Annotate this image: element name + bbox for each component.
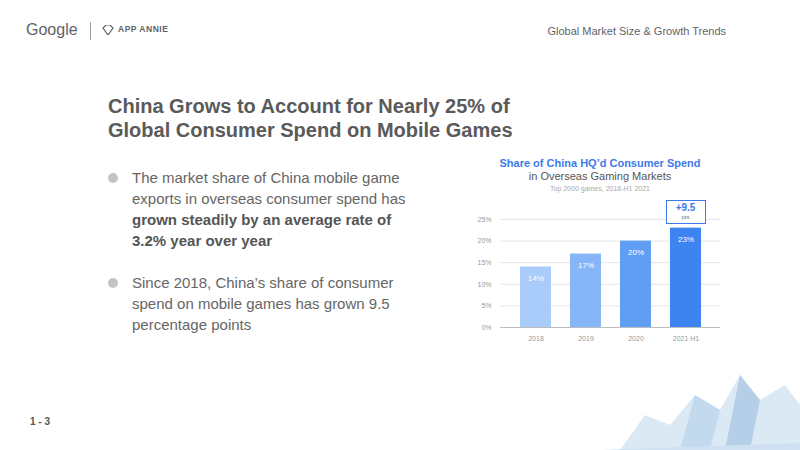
html-text:China Grows to Account for Nea: China Grows to Account for Nearly 25% of…	[108, 95, 513, 141]
html-text:grown steadily by an average r: grown steadily by an average rate of 3.2…	[132, 211, 392, 249]
html-text:Since 2018, China’s share of c: Since 2018, China’s share of consumer sp…	[132, 274, 394, 333]
html-text:Top 2000 games, 2018-H1 2021: Top 2000 games, 2018-H1 2021	[550, 185, 650, 192]
svg-text:2020: 2020	[628, 335, 644, 342]
svg-text:2019: 2019	[578, 335, 594, 342]
html-text:Global Market Size & Growth Tr: Global Market Size & Growth Trends	[547, 25, 726, 37]
svg-text:2021 H1: 2021 H1	[673, 335, 700, 342]
html-text:Google: Google	[26, 21, 78, 38]
svg-text:5%: 5%	[481, 302, 491, 309]
svg-text:17%: 17%	[578, 261, 594, 270]
html-text:Share of China HQ’d Consumer S: Share of China HQ’d Consumer Spend	[499, 157, 701, 169]
svg-text:20%: 20%	[628, 248, 644, 257]
html-text:+9.5: +9.5	[675, 201, 696, 213]
html-text:1 - 3: 1 - 3	[30, 416, 50, 427]
html-text:in Overseas Gaming Markets: in Overseas Gaming Markets	[528, 170, 672, 182]
svg-text:15%: 15%	[477, 259, 491, 266]
svg-text:10%: 10%	[477, 281, 491, 288]
svg-text:25%: 25%	[477, 216, 491, 223]
svg-text:14%: 14%	[528, 274, 544, 283]
html-text:The market share of China mobi: The market share of China mobile game ex…	[132, 169, 406, 207]
svg-text:20%: 20%	[477, 237, 491, 244]
html-text:pts: pts	[681, 213, 690, 220]
svg-text:23%: 23%	[678, 235, 694, 244]
html-text:APP ANNIE: APP ANNIE	[118, 24, 169, 34]
svg-text:0%: 0%	[481, 324, 491, 331]
svg-text:2018: 2018	[528, 335, 544, 342]
